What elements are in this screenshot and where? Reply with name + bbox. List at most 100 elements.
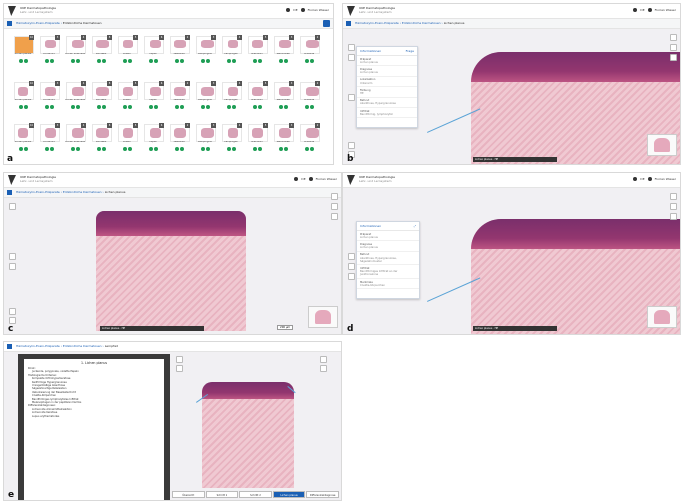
check-icon[interactable] <box>227 59 231 63</box>
check-icon[interactable] <box>279 59 283 63</box>
language-switch[interactable]: DE <box>640 177 645 181</box>
check-icon[interactable] <box>206 105 210 109</box>
layers-tool-icon[interactable] <box>9 253 16 260</box>
draw-tool-icon[interactable] <box>348 273 355 280</box>
check-icon[interactable] <box>180 59 184 63</box>
check-icon[interactable] <box>180 105 184 109</box>
check-icon[interactable] <box>50 59 54 63</box>
slide-tile[interactable]: 3 Lichenoid <box>38 35 60 66</box>
check-icon[interactable] <box>45 59 49 63</box>
check-icon[interactable] <box>149 59 153 63</box>
check-icon[interactable] <box>258 59 262 63</box>
zoom-in-icon[interactable] <box>9 308 16 315</box>
user-icon[interactable] <box>647 8 652 12</box>
check-icon[interactable] <box>45 105 49 109</box>
overview-thumbnail[interactable] <box>647 306 677 328</box>
check-icon[interactable] <box>305 59 309 63</box>
check-icon[interactable] <box>97 59 101 63</box>
zoom-out-icon[interactable] <box>348 151 355 158</box>
check-icon[interactable] <box>232 59 236 63</box>
fullscreen-icon[interactable] <box>670 34 677 41</box>
slide-tile[interactable]: 2 Urtikaria <box>298 123 320 154</box>
question-link[interactable]: Frage <box>405 49 414 53</box>
home-tool-icon[interactable] <box>348 44 355 51</box>
slide-tile[interactable]: 3 Lichenoid <box>38 123 60 154</box>
user-menu[interactable]: Florian Wieser <box>315 177 337 181</box>
check-icon[interactable] <box>253 105 257 109</box>
slide-tile[interactable]: 2 Vaskulitis <box>168 35 190 66</box>
breadcrumb-item[interactable]: Hämatoxylin-Eosin-Präparate <box>16 344 60 348</box>
language-switch[interactable]: DE <box>301 177 306 181</box>
rotate-icon[interactable] <box>670 44 677 51</box>
step-tab[interactable]: Lichen planus <box>272 491 306 498</box>
check-icon[interactable] <box>232 147 236 151</box>
zoom-in-icon[interactable] <box>176 356 183 363</box>
zoom-in-icon[interactable] <box>348 142 355 149</box>
rotate-icon[interactable] <box>331 203 338 210</box>
check-icon[interactable] <box>310 147 314 151</box>
step-tab[interactable]: Schritt 2 <box>239 491 272 498</box>
menu-icon[interactable] <box>7 344 12 349</box>
check-icon[interactable] <box>253 147 257 151</box>
check-icon[interactable] <box>175 105 179 109</box>
slide-tile[interactable]: 3 Pemphigoid <box>194 35 216 66</box>
fullscreen-icon[interactable] <box>320 356 327 363</box>
user-menu[interactable]: Florian Wieser <box>307 8 329 12</box>
check-icon[interactable] <box>149 147 153 151</box>
language-switch[interactable]: DE <box>640 8 645 12</box>
user-icon[interactable] <box>308 177 313 181</box>
layers-tool-icon[interactable] <box>348 54 355 61</box>
breadcrumb-item[interactable]: Entzündliche Dermatosen <box>401 21 441 25</box>
globe-icon[interactable] <box>286 8 291 12</box>
check-icon[interactable] <box>71 105 75 109</box>
slide-tile[interactable]: 3 Pemphigoid <box>194 123 216 154</box>
zoom-out-icon[interactable] <box>9 317 16 324</box>
home-tool-icon[interactable] <box>9 203 16 210</box>
check-icon[interactable] <box>279 147 283 151</box>
rotate-icon[interactable] <box>670 203 677 210</box>
check-icon[interactable] <box>154 105 158 109</box>
check-icon[interactable] <box>97 105 101 109</box>
globe-icon[interactable] <box>633 177 638 181</box>
check-icon[interactable] <box>232 105 236 109</box>
slide-tile[interactable]: 5 Granulom <box>246 81 268 112</box>
slide-tile[interactable]: 4 Pemphigus <box>220 123 242 154</box>
slide-tile[interactable]: 3 Lichenoid <box>38 81 60 112</box>
overview-thumbnail[interactable] <box>647 134 677 156</box>
settings-icon[interactable] <box>331 213 338 220</box>
check-icon[interactable] <box>180 147 184 151</box>
check-icon[interactable] <box>284 59 288 63</box>
slide-tile[interactable]: 8 Psoriasis <box>90 35 112 66</box>
check-icon[interactable] <box>175 59 179 63</box>
slide-tile[interactable]: 6 Lupus <box>142 81 164 112</box>
slide-tile[interactable]: 10 Lichen planus <box>12 81 34 112</box>
breadcrumb-item[interactable]: Hämatoxylin-Eosin-Präparate <box>16 190 60 194</box>
check-icon[interactable] <box>123 59 127 63</box>
slide-tile[interactable]: 2 Urtikaria <box>298 81 320 112</box>
check-icon[interactable] <box>258 147 262 151</box>
slide-tile[interactable]: 6 Lupus <box>142 123 164 154</box>
slide-tile[interactable]: 4 Pemphigus <box>220 81 242 112</box>
slide-tile[interactable]: 3 Sarkoidose <box>272 123 294 154</box>
check-icon[interactable] <box>76 147 80 151</box>
check-icon[interactable] <box>310 105 314 109</box>
check-icon[interactable] <box>284 105 288 109</box>
check-icon[interactable] <box>175 147 179 151</box>
check-icon[interactable] <box>97 147 101 151</box>
expand-icon[interactable]: ⤢ <box>413 224 416 228</box>
check-icon[interactable] <box>284 147 288 151</box>
draw-tool-icon[interactable] <box>348 94 355 101</box>
check-icon[interactable] <box>206 59 210 63</box>
check-icon[interactable] <box>310 59 314 63</box>
check-icon[interactable] <box>154 59 158 63</box>
check-icon[interactable] <box>71 59 75 63</box>
slide-viewer[interactable] <box>202 382 294 488</box>
slide-viewer[interactable] <box>471 219 680 334</box>
check-icon[interactable] <box>201 105 205 109</box>
slide-tile[interactable]: 3 Sarkoidose <box>272 35 294 66</box>
slide-tile[interactable]: 4 Lichen sclerosus <box>64 35 86 66</box>
slide-tile[interactable]: 2 Vaskulitis <box>168 123 190 154</box>
slide-tile[interactable]: 4 Lichen sclerosus <box>64 81 86 112</box>
zoom-out-icon[interactable] <box>176 365 183 372</box>
slide-viewer[interactable] <box>96 211 246 331</box>
